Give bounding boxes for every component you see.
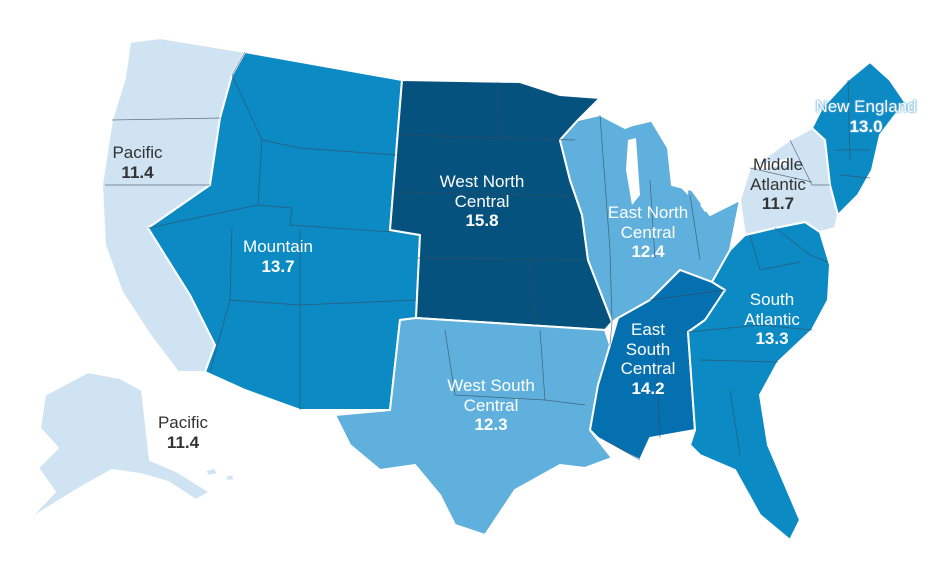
region-name-line2: Central bbox=[463, 395, 519, 415]
region-name-line1: West North bbox=[439, 172, 525, 191]
region-name: Pacific bbox=[157, 413, 209, 432]
region-name-line2: Atlantic bbox=[750, 174, 806, 194]
region-value: 11.4 bbox=[121, 162, 154, 182]
region-name-line1: West South bbox=[447, 376, 535, 395]
region-value: 11.7 bbox=[761, 194, 795, 214]
region-value: 13.3 bbox=[755, 329, 789, 349]
region-value: 15.8 bbox=[465, 211, 499, 231]
label-south-atlantic: South Atlantic 13.3 bbox=[732, 290, 812, 349]
label-pacific-alaska: Pacific 11.4 bbox=[143, 413, 223, 452]
label-west-north-central: West North Central 15.8 bbox=[424, 172, 540, 231]
region-value: 12.3 bbox=[474, 415, 508, 435]
region-name-line1: South bbox=[749, 290, 795, 309]
label-east-north-central: East North Central 12.4 bbox=[592, 203, 704, 262]
region-name: Mountain bbox=[243, 237, 313, 256]
great-lakes bbox=[600, 110, 790, 212]
label-east-south-central: East South Central 14.2 bbox=[610, 320, 686, 398]
region-name-line1: East North bbox=[607, 203, 689, 222]
region-value: 13.7 bbox=[261, 256, 295, 276]
region-name-line1: Middle bbox=[752, 155, 804, 174]
region-value: 12.4 bbox=[631, 242, 665, 262]
label-pacific: Pacific 11.4 bbox=[100, 143, 175, 182]
region-value: 14.2 bbox=[631, 378, 665, 398]
region-value: 13.0 bbox=[849, 116, 883, 136]
region-pacific-islets bbox=[204, 467, 236, 482]
region-name-line3: Central bbox=[620, 359, 676, 379]
label-middle-atlantic: Middle Atlantic 11.7 bbox=[738, 155, 818, 214]
region-name: New England bbox=[815, 97, 917, 116]
region-name-line2: South bbox=[625, 339, 671, 359]
region-name-line2: Atlantic bbox=[744, 309, 800, 329]
region-name: Pacific bbox=[112, 143, 163, 162]
region-value: 11.4 bbox=[166, 432, 200, 452]
region-pacific-alaska[interactable] bbox=[27, 371, 211, 521]
region-name-line2: Central bbox=[620, 222, 676, 242]
region-name-line2: Central bbox=[454, 191, 510, 211]
label-west-south-central: West South Central 12.3 bbox=[432, 376, 550, 435]
state-boundaries bbox=[105, 51, 871, 461]
label-new-england: New England 13.0 bbox=[806, 97, 926, 136]
label-mountain: Mountain 13.7 bbox=[228, 237, 328, 276]
region-new-england[interactable] bbox=[811, 61, 906, 216]
region-name-line1: East bbox=[630, 320, 666, 339]
